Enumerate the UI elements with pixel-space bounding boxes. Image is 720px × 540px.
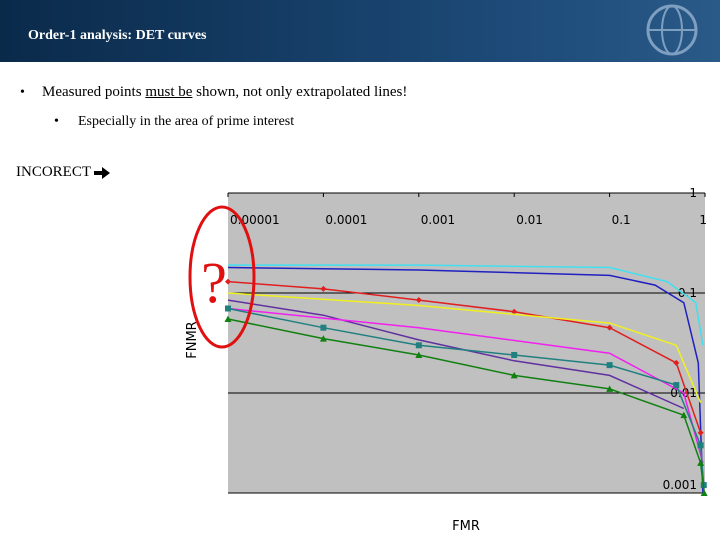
series-line bbox=[227, 266, 704, 494]
x-tick-label: 0.1 bbox=[612, 213, 631, 227]
marker bbox=[673, 382, 680, 389]
bullet-text: Especially in the area of prime interest bbox=[78, 114, 294, 130]
marker bbox=[415, 297, 422, 304]
series-line bbox=[227, 318, 705, 494]
marker bbox=[511, 351, 518, 358]
marker bbox=[606, 324, 613, 331]
x-tick-label: 0.0001 bbox=[325, 213, 367, 227]
series-line bbox=[227, 307, 705, 486]
text: Especially in the area of prime interest bbox=[78, 114, 295, 129]
marker bbox=[680, 411, 688, 419]
marker bbox=[697, 429, 704, 436]
x-tick-label: 1 bbox=[699, 213, 707, 227]
plot-area bbox=[228, 193, 705, 493]
marker bbox=[606, 385, 614, 392]
bullet: • bbox=[20, 85, 25, 100]
series-line bbox=[227, 307, 704, 464]
arrow bbox=[94, 166, 111, 179]
marker bbox=[697, 442, 704, 449]
y-axis-label: FNMR bbox=[185, 321, 200, 358]
bullet: • bbox=[54, 114, 59, 129]
y-tick-label: 0.1 bbox=[678, 286, 697, 300]
series-line bbox=[228, 264, 704, 346]
marker bbox=[320, 324, 327, 331]
underlined-text: must be bbox=[145, 84, 193, 100]
text: Measured points bbox=[42, 84, 146, 100]
annotation-oval bbox=[188, 205, 256, 349]
annotation: ? bbox=[201, 250, 227, 315]
marker bbox=[319, 335, 327, 342]
x-axis-label: FMR bbox=[452, 519, 480, 534]
marker bbox=[415, 342, 422, 349]
x-tick-label: 0.001 bbox=[421, 213, 455, 227]
slide-title: Order-1 analysis: DET curves bbox=[28, 28, 207, 43]
bullet-text: Measured points must be shown, not only … bbox=[42, 84, 407, 101]
marker bbox=[511, 308, 518, 315]
marker bbox=[697, 459, 705, 466]
series-line bbox=[227, 292, 702, 403]
label: INCORECT bbox=[16, 164, 111, 181]
header-band: Order-1 analysis: DET curves bbox=[0, 0, 720, 62]
marker bbox=[320, 285, 327, 292]
marker bbox=[225, 278, 231, 285]
marker bbox=[415, 351, 423, 358]
marker bbox=[700, 489, 708, 496]
marker bbox=[606, 362, 613, 369]
text: shown, not only extrapolated lines! bbox=[192, 84, 408, 100]
y-tick-label: 0.001 bbox=[663, 478, 697, 492]
marker bbox=[224, 315, 232, 322]
marker bbox=[510, 371, 518, 379]
x-tick-label: 0.01 bbox=[516, 213, 543, 227]
marker bbox=[673, 359, 680, 366]
y-tick-label: 1 bbox=[689, 186, 697, 200]
text: INCORECT bbox=[16, 164, 91, 180]
globe-icon bbox=[646, 4, 698, 56]
marker bbox=[225, 305, 231, 312]
